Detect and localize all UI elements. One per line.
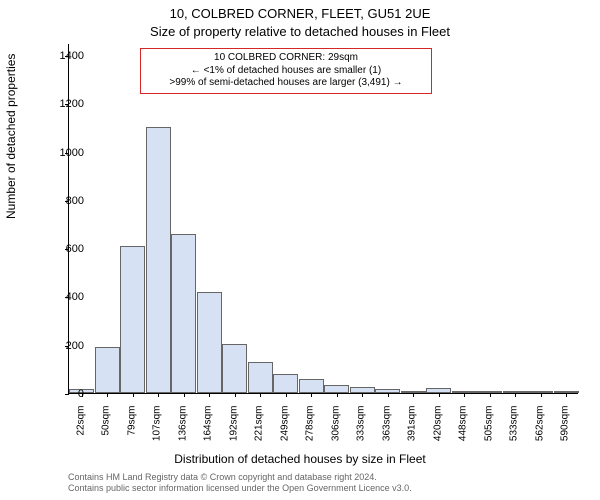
xtick-mark	[107, 393, 108, 397]
chart-container: 10, COLBRED CORNER, FLEET, GU51 2UE Size…	[0, 0, 600, 500]
xtick-label: 420sqm	[432, 406, 443, 456]
ytick-label: 800	[44, 195, 84, 207]
annotation-box: 10 COLBRED CORNER: 29sqm← <1% of detache…	[140, 48, 432, 94]
xtick-label: 22sqm	[75, 406, 86, 456]
xtick-mark	[566, 393, 567, 397]
xtick-mark	[464, 393, 465, 397]
xtick-mark	[515, 393, 516, 397]
xtick-label: 391sqm	[407, 406, 418, 456]
annotation-line: 10 COLBRED CORNER: 29sqm	[147, 52, 425, 65]
bar	[248, 362, 273, 393]
xtick-mark	[286, 393, 287, 397]
bar	[324, 385, 349, 393]
footer-line2: Contains public sector information licen…	[68, 483, 412, 494]
annotation-line: >99% of semi-detached houses are larger …	[147, 77, 425, 90]
bar	[146, 127, 171, 393]
xtick-label: 249sqm	[279, 406, 290, 456]
xtick-label: 505sqm	[483, 406, 494, 456]
xtick-mark	[184, 393, 185, 397]
xtick-label: 448sqm	[458, 406, 469, 456]
xtick-label: 164sqm	[203, 406, 214, 456]
xtick-mark	[362, 393, 363, 397]
chart-title-main: 10, COLBRED CORNER, FLEET, GU51 2UE	[0, 6, 600, 21]
xtick-label: 333sqm	[356, 406, 367, 456]
xtick-label: 50sqm	[101, 406, 112, 456]
footer-attribution: Contains HM Land Registry data © Crown c…	[68, 472, 412, 494]
ytick-label: 200	[44, 340, 84, 352]
ytick-label: 1200	[44, 98, 84, 110]
bar	[273, 374, 298, 393]
xtick-label: 590sqm	[560, 406, 571, 456]
plot-wrap	[68, 44, 578, 394]
xtick-mark	[260, 393, 261, 397]
xtick-mark	[490, 393, 491, 397]
xtick-label: 192sqm	[228, 406, 239, 456]
bar	[222, 344, 247, 393]
xtick-mark	[235, 393, 236, 397]
ytick-label: 400	[44, 291, 84, 303]
xtick-mark	[209, 393, 210, 397]
footer-line1: Contains HM Land Registry data © Crown c…	[68, 472, 412, 483]
xtick-label: 533sqm	[509, 406, 520, 456]
xtick-mark	[439, 393, 440, 397]
xtick-label: 136sqm	[177, 406, 188, 456]
xtick-mark	[541, 393, 542, 397]
xtick-label: 107sqm	[152, 406, 163, 456]
chart-title-sub: Size of property relative to detached ho…	[0, 24, 600, 39]
xtick-label: 278sqm	[305, 406, 316, 456]
ytick-label: 600	[44, 243, 84, 255]
y-axis-label: Number of detached properties	[4, 54, 18, 219]
xtick-label: 79sqm	[126, 406, 137, 456]
xtick-label: 562sqm	[534, 406, 545, 456]
ytick-label: 1400	[44, 50, 84, 62]
xtick-mark	[337, 393, 338, 397]
xtick-mark	[158, 393, 159, 397]
xtick-mark	[413, 393, 414, 397]
xtick-label: 363sqm	[381, 406, 392, 456]
bar	[171, 234, 196, 393]
bar	[120, 246, 145, 393]
ytick-label: 1000	[44, 147, 84, 159]
ytick-label: 0	[44, 388, 84, 400]
xtick-mark	[133, 393, 134, 397]
bar	[197, 292, 222, 393]
bar	[95, 347, 120, 393]
bar	[299, 379, 324, 393]
xtick-mark	[311, 393, 312, 397]
annotation-line: ← <1% of detached houses are smaller (1)	[147, 65, 425, 78]
plot-area	[68, 44, 578, 394]
xtick-mark	[388, 393, 389, 397]
xtick-label: 306sqm	[330, 406, 341, 456]
xtick-label: 221sqm	[254, 406, 265, 456]
